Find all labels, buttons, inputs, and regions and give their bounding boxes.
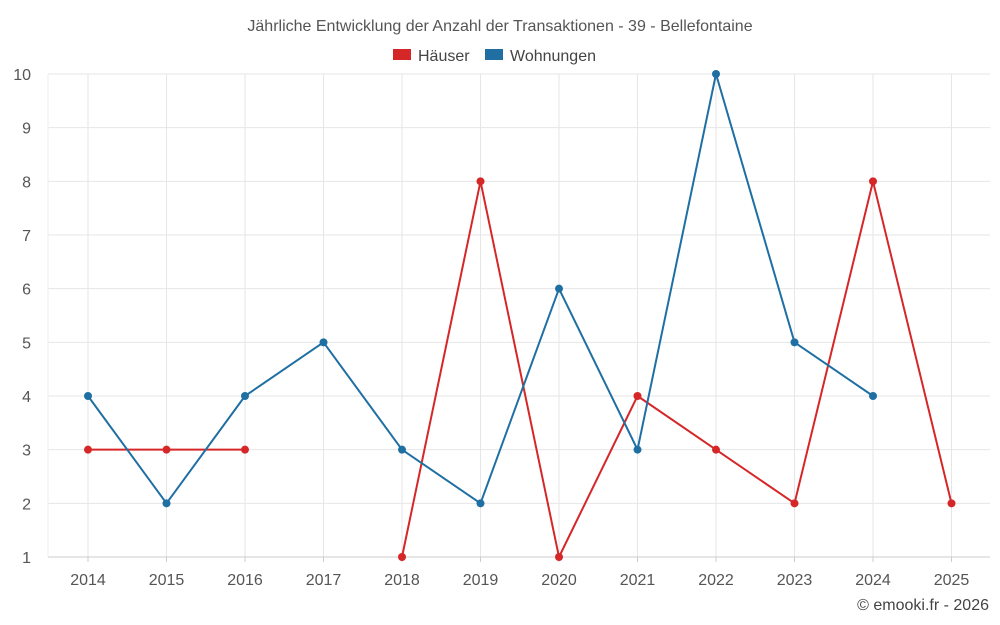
data-point-haeuser bbox=[476, 177, 485, 186]
data-point-wohnungen bbox=[241, 392, 249, 400]
data-point-wohnungen bbox=[319, 338, 328, 347]
x-tick-label: 2014 bbox=[70, 572, 106, 589]
x-tick-label: 2023 bbox=[777, 572, 813, 589]
data-point-wohnungen bbox=[869, 392, 877, 400]
data-point-wohnungen bbox=[790, 338, 799, 347]
y-tick-label: 7 bbox=[22, 228, 31, 245]
x-tick-label: 2024 bbox=[855, 572, 891, 589]
legend-label-wohnungen: Wohnungen bbox=[510, 48, 596, 65]
data-point-haeuser bbox=[84, 445, 92, 454]
data-point-wohnungen bbox=[162, 499, 171, 508]
data-point-wohnungen bbox=[633, 445, 642, 454]
series-line-haeuser bbox=[401, 180, 953, 558]
data-point-haeuser bbox=[241, 445, 249, 454]
x-tick-label: 2025 bbox=[934, 572, 970, 589]
legend-item-wohnungen: Wohnungen bbox=[485, 48, 596, 65]
x-tick-label: 2020 bbox=[541, 572, 577, 589]
credit-text: © emooki.fr - 2026 bbox=[857, 597, 989, 614]
y-tick-label: 10 bbox=[13, 67, 31, 84]
legend-swatch-haeuser bbox=[393, 49, 411, 60]
data-point-haeuser bbox=[869, 177, 877, 186]
data-point-haeuser bbox=[947, 499, 956, 508]
data-point-wohnungen bbox=[398, 445, 406, 454]
legend-swatch-wohnungen bbox=[485, 49, 503, 60]
data-point-haeuser bbox=[162, 445, 171, 454]
y-tick-label: 4 bbox=[22, 389, 31, 406]
y-tick-label: 8 bbox=[22, 174, 31, 191]
grid bbox=[48, 73, 990, 557]
axes: 1 2 3 4 5 6 7 8 9 10 2014 2015 2016 2017 2018 2019 2020 2… bbox=[13, 67, 990, 589]
series-wohnungen bbox=[84, 70, 877, 508]
data-point-wohnungen bbox=[84, 392, 92, 400]
data-point-haeuser bbox=[555, 553, 563, 561]
data-point-haeuser bbox=[712, 445, 720, 454]
x-tick-label: 2019 bbox=[463, 572, 499, 589]
y-tick-label: 6 bbox=[22, 282, 31, 299]
x-tick-label: 2015 bbox=[149, 572, 185, 589]
y-tick-label: 2 bbox=[22, 496, 31, 513]
y-tick-label: 3 bbox=[22, 443, 31, 460]
data-point-haeuser bbox=[633, 392, 642, 400]
legend: Häuser Wohnungen bbox=[393, 48, 596, 65]
data-point-wohnungen bbox=[476, 499, 485, 508]
data-point-haeuser bbox=[790, 499, 799, 508]
series-haeuser bbox=[84, 177, 956, 561]
x-tick-label: 2021 bbox=[620, 572, 656, 589]
x-tick-label: 2018 bbox=[384, 572, 420, 589]
data-point-wohnungen bbox=[555, 284, 563, 293]
legend-label-haeuser: Häuser bbox=[418, 48, 470, 65]
y-tick-label: 5 bbox=[22, 335, 31, 352]
series-group bbox=[84, 70, 956, 561]
data-point-wohnungen bbox=[712, 70, 720, 78]
chart-title: Jährliche Entwicklung der Anzahl der Tra… bbox=[247, 18, 752, 35]
x-tick-label: 2016 bbox=[227, 572, 263, 589]
y-tick-label: 9 bbox=[22, 121, 31, 138]
y-tick-label: 1 bbox=[22, 550, 31, 567]
legend-item-haeuser: Häuser bbox=[393, 48, 470, 65]
x-tick-label: 2022 bbox=[698, 572, 734, 589]
data-point-haeuser bbox=[398, 553, 406, 561]
x-tick-label: 2017 bbox=[306, 572, 342, 589]
